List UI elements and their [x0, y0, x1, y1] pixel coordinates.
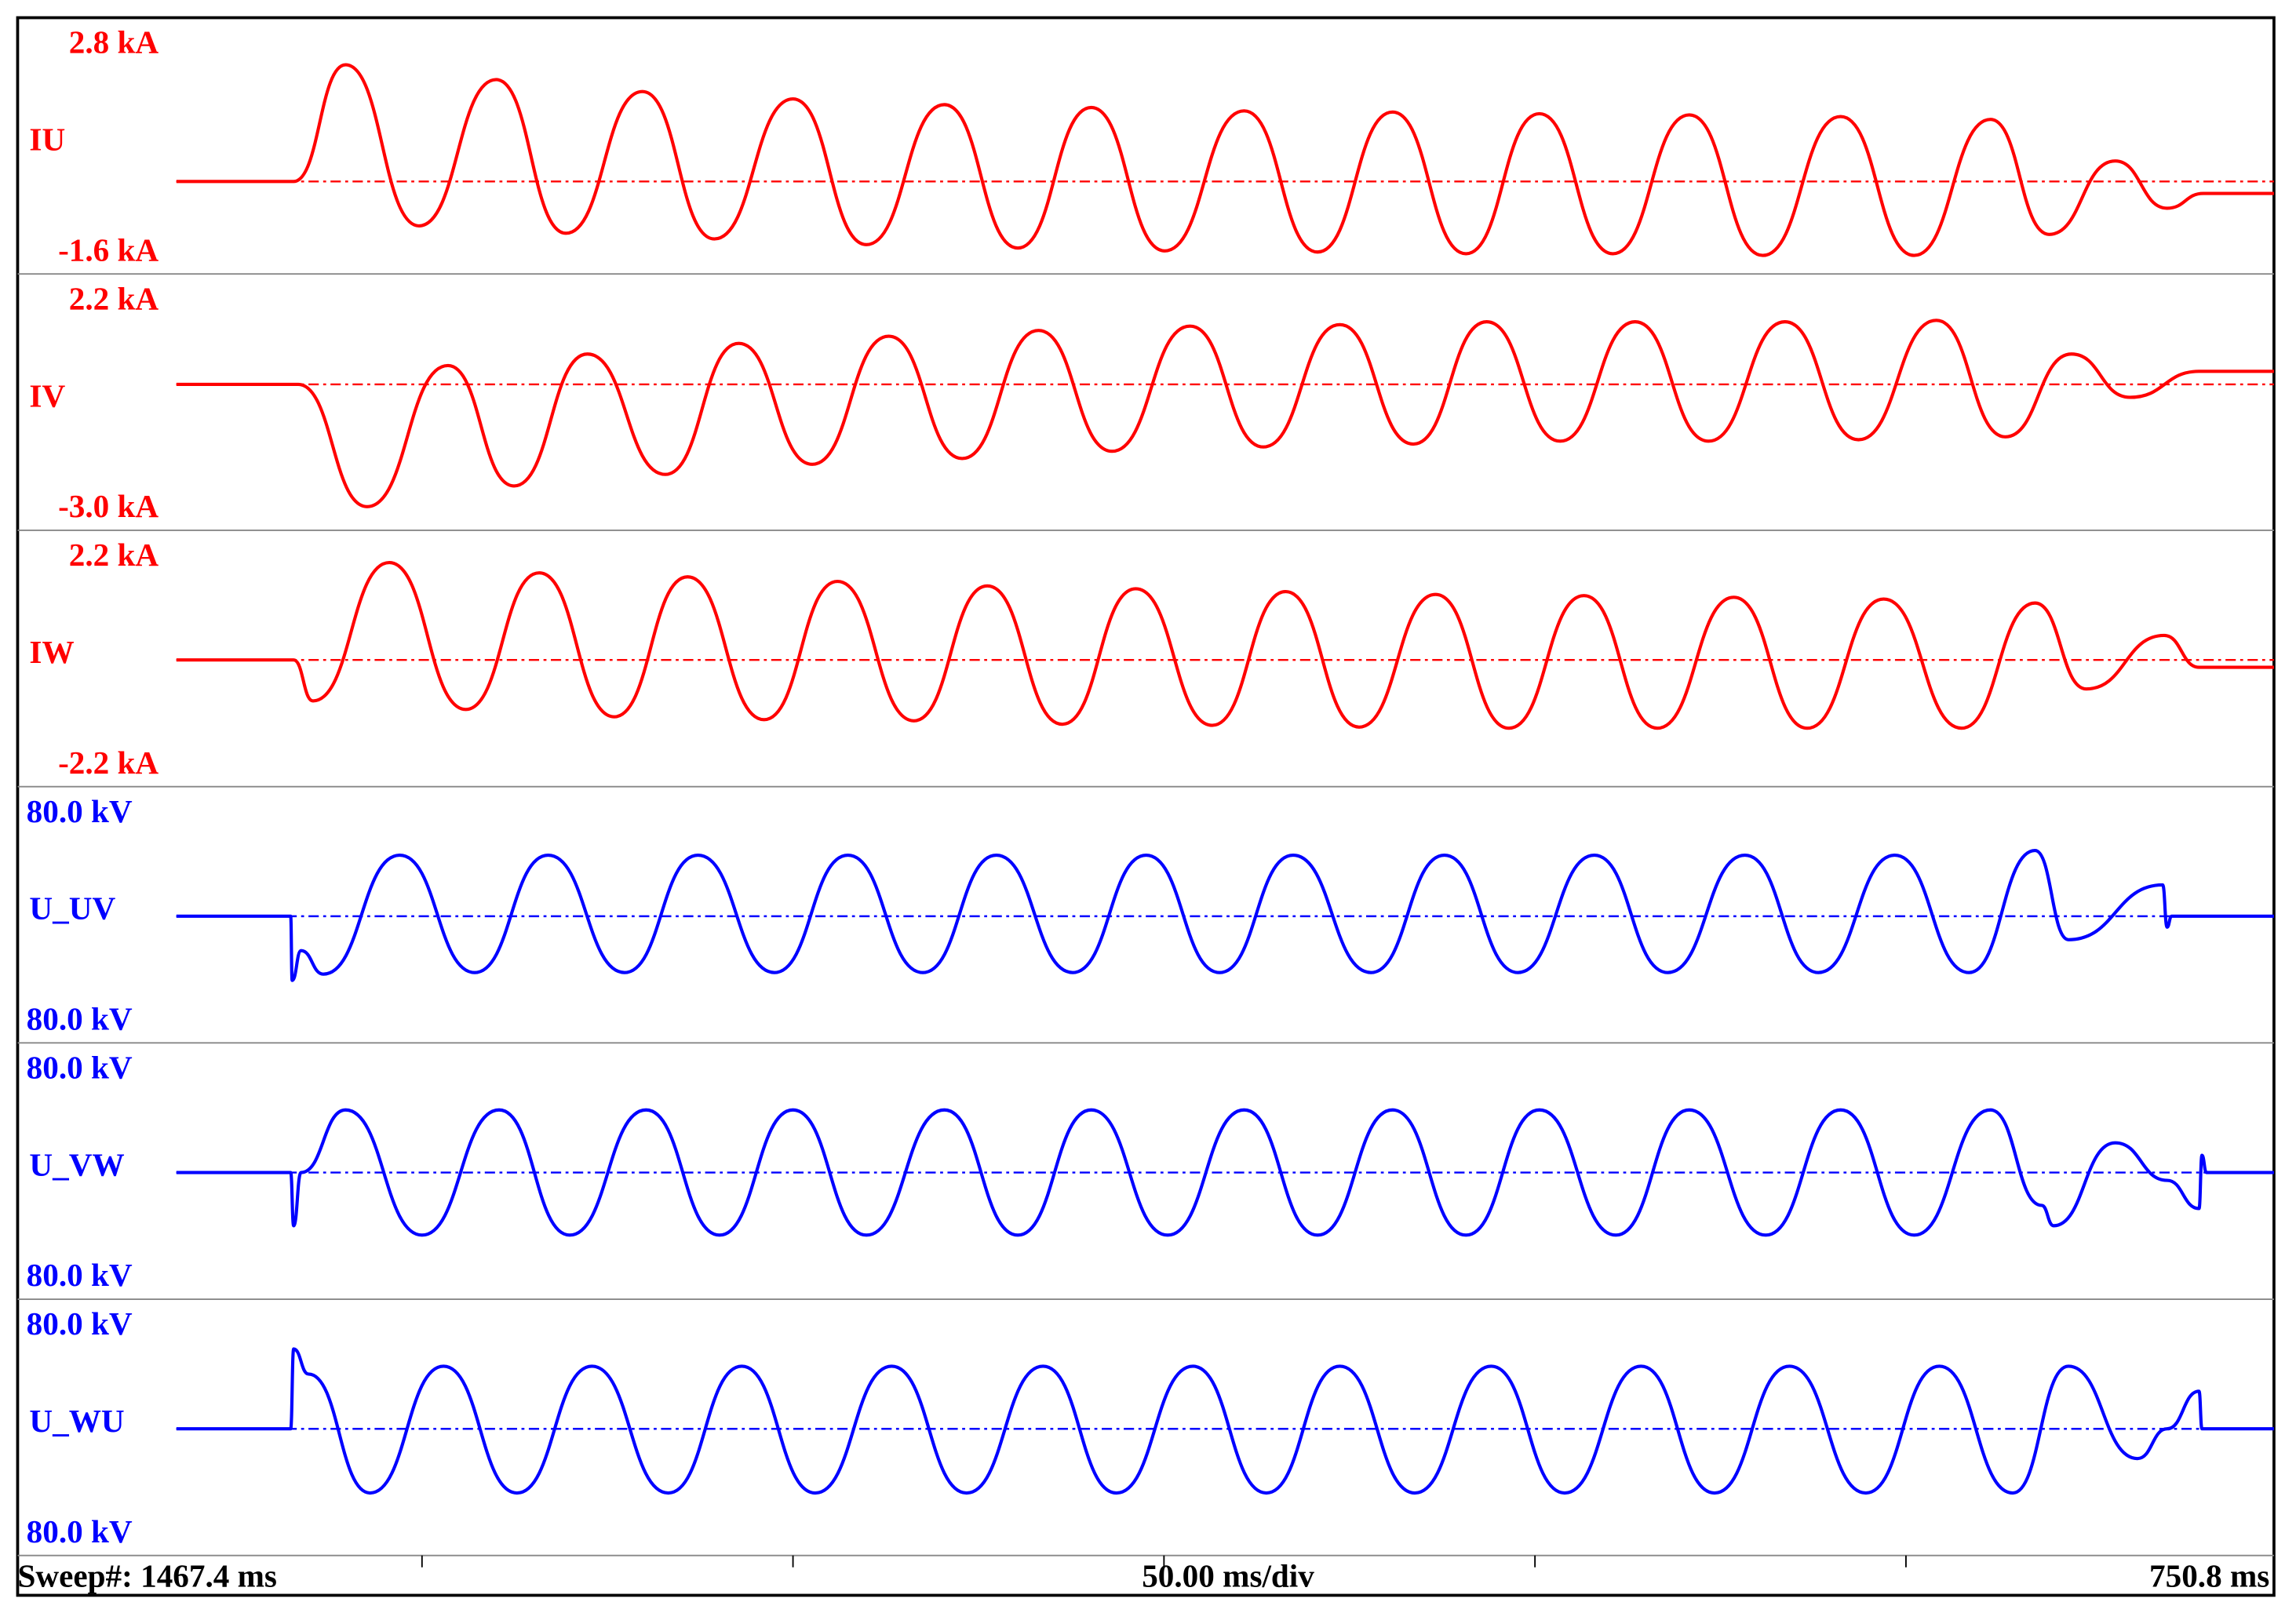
scale-label: 2.2 kA	[69, 280, 159, 316]
scale-label: -2.2 kA	[58, 745, 159, 781]
channel-name: U_VW	[29, 1146, 124, 1182]
scale-label: 80.0 kV	[27, 1513, 133, 1549]
trace	[176, 1108, 2274, 1237]
scale-label: 2.2 kA	[69, 537, 159, 573]
channel-name: U_WU	[29, 1403, 124, 1439]
scale-label: 80.0 kV	[27, 1000, 133, 1036]
timebase-label: 50.00 ms/div	[1142, 1557, 1314, 1593]
scale-label: -1.6 kA	[58, 231, 159, 268]
scale-label: 80.0 kV	[27, 1049, 133, 1085]
scale-label: 80.0 kV	[27, 1257, 133, 1293]
trace	[176, 63, 2274, 257]
trace	[176, 1347, 2274, 1495]
end-time-label: 750.8 ms	[2149, 1557, 2269, 1593]
channel-name: IU	[29, 122, 65, 158]
trace	[176, 319, 2274, 508]
scale-label: 80.0 kV	[27, 793, 133, 829]
channel-name: U_UV	[29, 890, 115, 927]
sweep-label: Sweep#: 1467.4 ms	[17, 1557, 276, 1593]
frame	[16, 16, 2276, 1597]
trace	[176, 849, 2274, 982]
scale-label: 80.0 kV	[27, 1305, 133, 1342]
scale-label: -3.0 kA	[58, 488, 159, 524]
channel-name: IW	[29, 634, 74, 670]
scale-label: 2.8 kA	[69, 24, 159, 60]
channel-name: IV	[29, 377, 65, 413]
trace	[176, 561, 2274, 730]
